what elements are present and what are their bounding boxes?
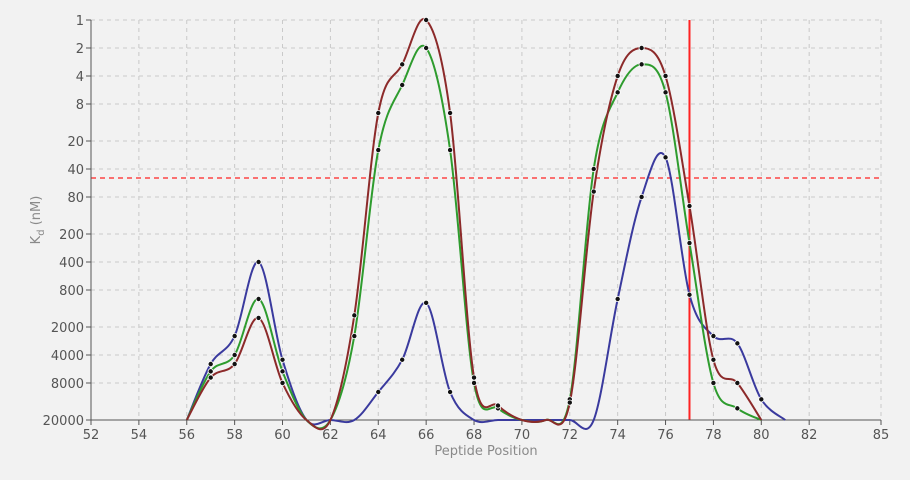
- data-point: [279, 379, 286, 386]
- y-tick-label: 8000: [51, 377, 84, 392]
- data-point: [494, 402, 501, 409]
- x-tick-label: 68: [466, 428, 483, 443]
- data-point: [638, 61, 645, 68]
- data-point: [231, 333, 238, 340]
- data-point: [686, 291, 693, 298]
- x-tick-label: 66: [418, 428, 435, 443]
- x-tick-label: 58: [226, 428, 243, 443]
- data-point: [447, 147, 454, 154]
- series-lines: [185, 16, 786, 431]
- y-axis-title-main: K: [29, 235, 44, 244]
- data-point: [614, 72, 621, 79]
- data-point: [255, 314, 262, 321]
- data-point: [662, 154, 669, 161]
- y-tick-label: 4: [76, 70, 84, 85]
- y-axis-title-unit: (nM): [29, 196, 44, 230]
- data-point: [399, 356, 406, 363]
- data-point: [399, 61, 406, 68]
- data-point: [710, 356, 717, 363]
- y-tick-label: 20000: [43, 414, 84, 429]
- data-point: [590, 188, 597, 195]
- data-point: [566, 399, 573, 406]
- data-point: [375, 110, 382, 117]
- data-point: [734, 340, 741, 347]
- data-point: [686, 240, 693, 247]
- x-tick-label: 56: [178, 428, 195, 443]
- data-point: [375, 147, 382, 154]
- x-tick-label: 60: [274, 428, 291, 443]
- data-point: [590, 165, 597, 172]
- data-point: [351, 333, 358, 340]
- data-point: [614, 89, 621, 96]
- x-tick-label: 82: [801, 428, 818, 443]
- data-point: [399, 82, 406, 89]
- data-point: [279, 368, 286, 375]
- data-point: [758, 396, 765, 403]
- data-point: [207, 368, 214, 375]
- y-tick-label: 8: [76, 98, 84, 113]
- y-tick-label: 80: [67, 191, 84, 206]
- x-tick-label: 74: [609, 428, 626, 443]
- y-tick-label: 200: [59, 228, 84, 243]
- data-point: [231, 361, 238, 368]
- data-point: [638, 193, 645, 200]
- y-tick-label: 800: [59, 284, 84, 299]
- y-tick-label: 40: [67, 163, 84, 178]
- x-tick-label: 85: [873, 428, 890, 443]
- data-point: [351, 312, 358, 319]
- reference-lines: [91, 20, 881, 420]
- data-point: [471, 374, 478, 381]
- data-point: [423, 16, 430, 23]
- data-point: [662, 72, 669, 79]
- data-point: [255, 296, 262, 303]
- x-tick-label: 76: [657, 428, 674, 443]
- data-point: [686, 203, 693, 210]
- data-point: [710, 333, 717, 340]
- data-point: [710, 379, 717, 386]
- data-point: [279, 356, 286, 363]
- x-tick-label: 78: [705, 428, 722, 443]
- data-point: [255, 258, 262, 265]
- y-tick-label: 1: [76, 14, 84, 29]
- tick-labels: 52 54 56 58 60 62 64 66 68 70 72 74 76 78 80 82 85 1 2 4 8 20…: [43, 14, 890, 443]
- data-point: [375, 389, 382, 396]
- data-point: [734, 405, 741, 412]
- axes: [86, 19, 882, 425]
- x-tick-label: 80: [753, 428, 770, 443]
- data-point: [662, 89, 669, 96]
- y-axis-title-subscript: d: [36, 229, 47, 235]
- data-point: [471, 379, 478, 386]
- y-tick-label: 4000: [51, 349, 84, 364]
- x-axis-title: Peptide Position: [434, 444, 537, 459]
- x-tick-label: 70: [514, 428, 531, 443]
- y-axis-title: Kd (nM): [29, 196, 47, 245]
- data-point: [207, 361, 214, 368]
- y-tick-label: 20: [67, 135, 84, 150]
- data-point: [638, 44, 645, 51]
- x-tick-label: 52: [83, 428, 100, 443]
- data-point: [734, 379, 741, 386]
- y-tick-label: 2: [76, 42, 84, 57]
- y-tick-label: 400: [59, 256, 84, 271]
- data-point: [447, 389, 454, 396]
- data-point: [231, 351, 238, 358]
- x-tick-label: 64: [370, 428, 387, 443]
- data-point: [614, 296, 621, 303]
- data-point: [447, 110, 454, 117]
- x-tick-label: 54: [131, 428, 148, 443]
- x-tick-label: 72: [562, 428, 579, 443]
- data-point: [423, 299, 430, 306]
- data-point: [423, 44, 430, 51]
- x-tick-label: 62: [322, 428, 339, 443]
- y-tick-label: 2000: [51, 321, 84, 336]
- data-point: [207, 374, 214, 381]
